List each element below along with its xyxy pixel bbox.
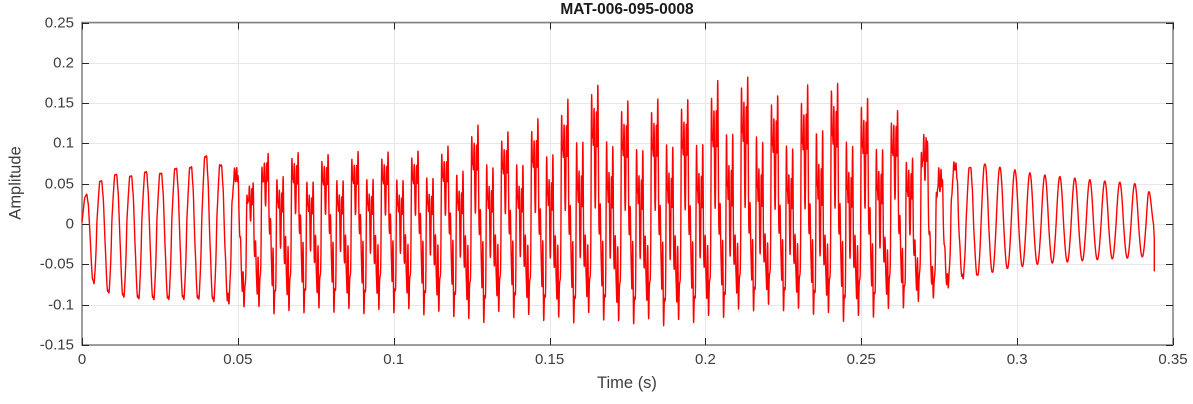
x-tick-label: 0 bbox=[77, 351, 87, 368]
y-tick-label: 0.05 bbox=[44, 175, 74, 193]
x-axis-label: Time (s) bbox=[597, 374, 657, 392]
x-tick-label: 0.15 bbox=[534, 351, 565, 368]
x-tick-label: 0.05 bbox=[223, 351, 253, 368]
x-tick-label: 0.1 bbox=[383, 351, 405, 368]
y-tick-label: 0 bbox=[65, 215, 74, 233]
x-tick-label: 0.35 bbox=[1158, 351, 1188, 368]
chart-title: MAT-006-095-0008 bbox=[560, 1, 694, 18]
y-tick-label: -0.15 bbox=[39, 336, 74, 354]
x-tick-label: 0.3 bbox=[1006, 351, 1028, 368]
y-tick-label: -0.1 bbox=[48, 296, 74, 314]
y-tick-label: -0.05 bbox=[39, 255, 74, 273]
x-tick-label: 0.25 bbox=[846, 351, 876, 368]
y-axis-label: Amplitude bbox=[6, 146, 25, 220]
y-tick-label: 0.25 bbox=[44, 14, 74, 31]
x-tick-label: 0.2 bbox=[694, 351, 716, 368]
y-tick-label: 0.1 bbox=[53, 134, 74, 152]
y-tick-label: 0.2 bbox=[53, 54, 74, 72]
y-tick-label: 0.15 bbox=[44, 94, 74, 112]
